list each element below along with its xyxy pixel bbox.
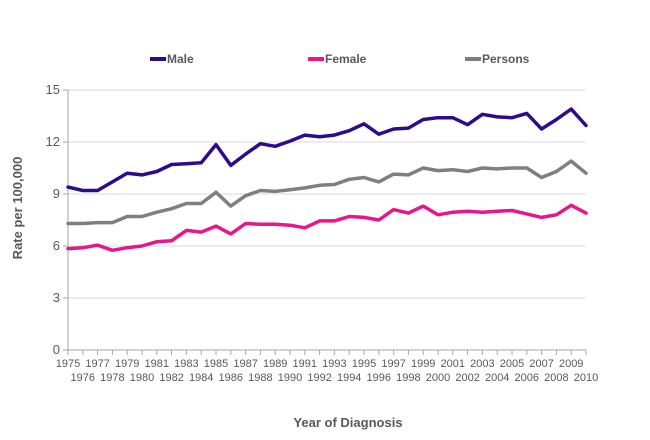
- x-tick-label: 2000: [426, 372, 450, 384]
- x-tick-label: 2003: [470, 358, 494, 370]
- x-tick-label: 1996: [367, 372, 391, 384]
- x-tick-label: 2006: [515, 372, 539, 384]
- x-tick-label: 2005: [500, 358, 524, 370]
- y-tick-labels: 0 3 6 9 12 15: [46, 82, 60, 357]
- legend-label-male: Male: [167, 52, 194, 66]
- x-tick-label: 1987: [233, 358, 257, 370]
- x-tick-label: 1994: [337, 372, 361, 384]
- y-tick-label: 3: [53, 290, 60, 305]
- x-tick-label: 2004: [485, 372, 509, 384]
- x-tick-label: 1988: [248, 372, 272, 384]
- x-tick-label: 1980: [130, 372, 154, 384]
- x-tick-label: 1976: [71, 372, 95, 384]
- x-tick-label: 1978: [100, 372, 124, 384]
- x-tick-label: 1997: [381, 358, 405, 370]
- x-tick-label: 1983: [174, 358, 198, 370]
- x-tick-label: 1992: [307, 372, 331, 384]
- legend: Male Female Persons: [150, 52, 530, 66]
- y-tick-label: 6: [53, 238, 60, 253]
- series-lines: [66, 107, 588, 253]
- legend-label-female: Female: [325, 52, 367, 66]
- x-tick-label: 1986: [219, 372, 243, 384]
- x-tick-label: 1977: [85, 358, 109, 370]
- x-tick-label: 1998: [396, 372, 420, 384]
- x-tick-label: 1993: [322, 358, 346, 370]
- x-tick-label: 2008: [544, 372, 568, 384]
- x-tick-label: 2009: [559, 358, 583, 370]
- x-tick-label: 2001: [441, 358, 465, 370]
- x-tick-label: 1985: [204, 358, 228, 370]
- series-line-persons: [66, 159, 588, 226]
- x-axis-title: Year of Diagnosis: [293, 415, 402, 430]
- x-tick-label: 1982: [159, 372, 183, 384]
- x-tick-label: 2002: [455, 372, 479, 384]
- y-tick-label: 12: [46, 134, 60, 149]
- x-tick-label: 2007: [529, 358, 553, 370]
- y-tick-label: 9: [53, 186, 60, 201]
- x-tick-labels: 1975 1976 1977 1978 1979 1980 1981 1982 1983 1984…: [56, 358, 598, 384]
- series-line-male: [66, 107, 588, 193]
- axes: [63, 89, 587, 355]
- gridlines: [68, 89, 586, 299]
- x-tick-label: 1981: [145, 358, 169, 370]
- y-axis-title: Rate per 100,000: [10, 157, 25, 260]
- y-tick-label: 0: [53, 342, 60, 357]
- x-tick-label: 1975: [56, 358, 80, 370]
- x-tick-label: 1999: [411, 358, 435, 370]
- x-tick-label: 1989: [263, 358, 287, 370]
- x-tick-label: 1991: [293, 358, 317, 370]
- y-tick-label: 15: [46, 82, 60, 97]
- x-tick-label: 2010: [574, 372, 598, 384]
- x-tick-label: 1995: [352, 358, 376, 370]
- x-tick-label: 1979: [115, 358, 139, 370]
- legend-label-persons: Persons: [482, 52, 530, 66]
- series-line-female: [66, 203, 588, 253]
- x-tick-label: 1990: [278, 372, 302, 384]
- x-tick-label: 1984: [189, 372, 213, 384]
